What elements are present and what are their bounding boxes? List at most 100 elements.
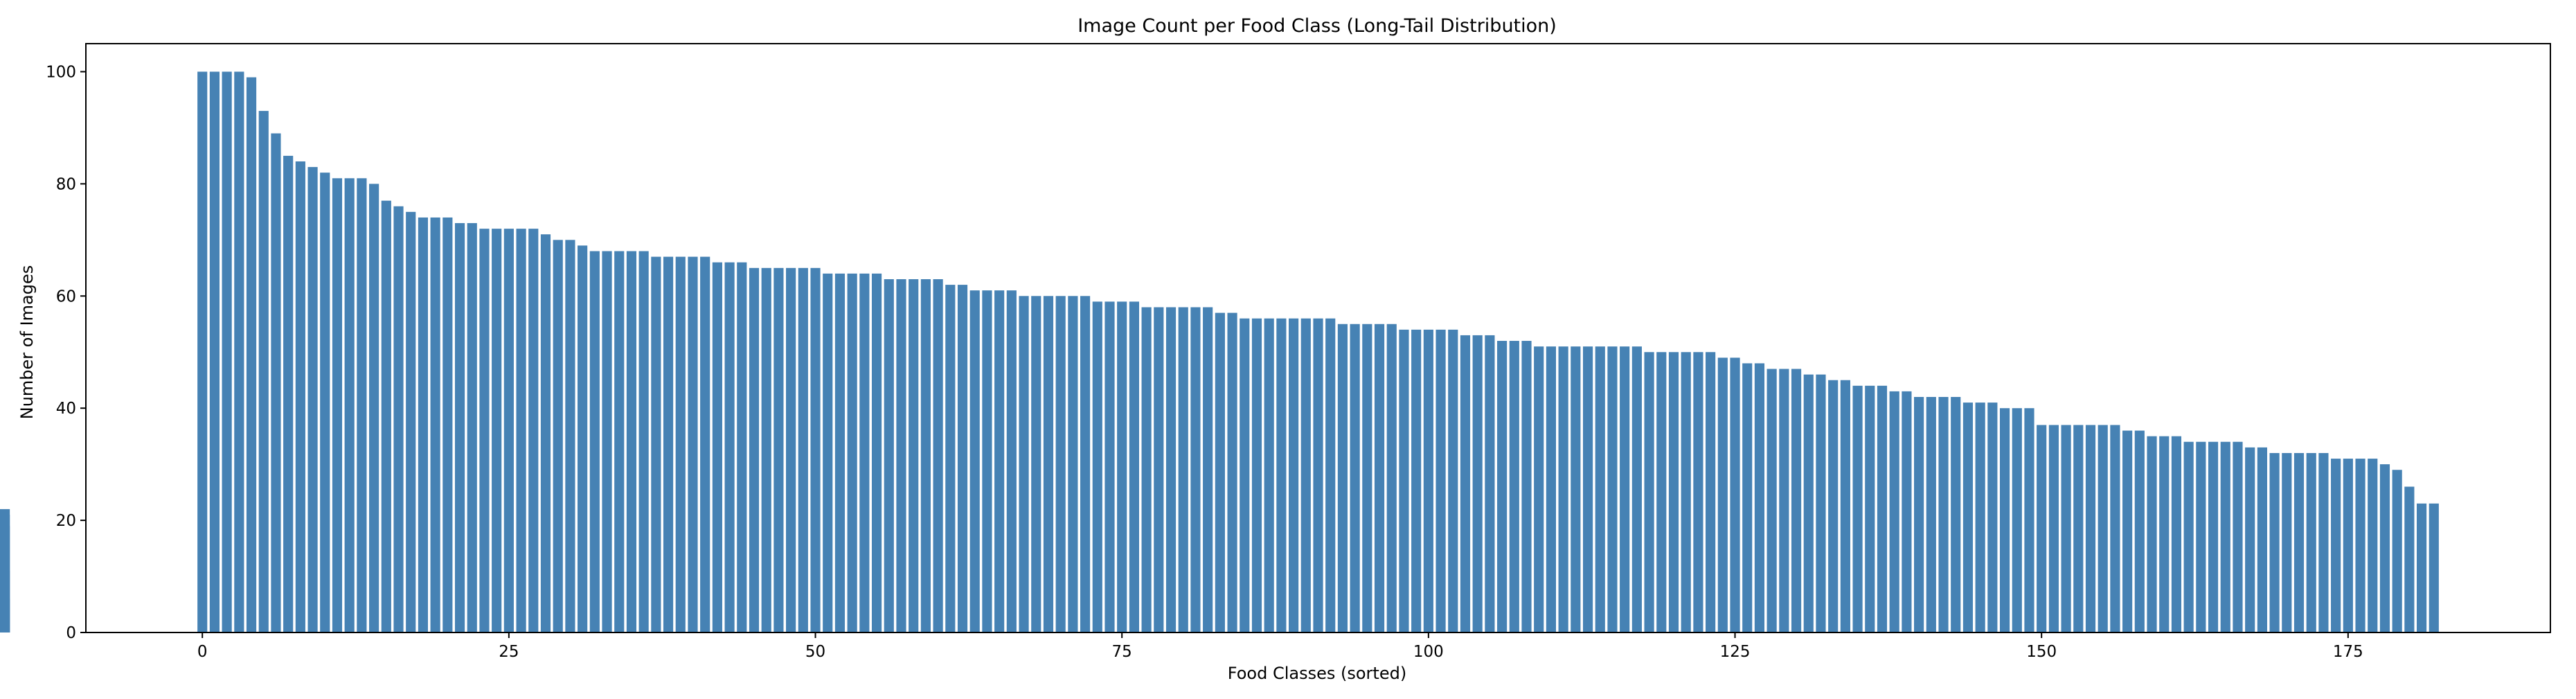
bar [406, 211, 416, 632]
bar [1190, 307, 1201, 632]
bar [0, 599, 10, 632]
bar [663, 256, 674, 632]
bar [1742, 363, 1753, 632]
bar [1325, 318, 1336, 632]
bar [2392, 470, 2402, 632]
bar [651, 256, 661, 632]
bar [2429, 503, 2439, 632]
bar [1962, 402, 1974, 632]
bar [884, 279, 894, 632]
bar [1914, 397, 1924, 632]
bar [1141, 307, 1152, 632]
bar [2048, 425, 2059, 632]
bars-group [0, 71, 2439, 633]
y-axis-ticks: 0 20 40 60 80 100 [46, 63, 86, 642]
bar [786, 267, 796, 632]
bar [1276, 318, 1287, 632]
bar [430, 217, 440, 632]
bar [1031, 296, 1041, 632]
bar [1289, 318, 1299, 632]
bar [578, 245, 588, 632]
x-tick-label: 175 [2333, 643, 2363, 661]
bar [2355, 459, 2365, 632]
bar [1350, 324, 1360, 632]
bar [2331, 459, 2341, 632]
bar [810, 267, 821, 632]
bar [1534, 346, 1544, 632]
bar [1178, 307, 1188, 632]
bar [503, 229, 514, 632]
bar [553, 240, 563, 633]
bar [2122, 430, 2133, 632]
bar [1766, 369, 1777, 632]
bar [933, 279, 943, 632]
bar [344, 178, 355, 632]
bar [1497, 341, 1508, 632]
bar [773, 267, 784, 632]
bar [1791, 369, 1802, 632]
bar [871, 273, 882, 632]
x-tick-label: 25 [499, 643, 519, 661]
bar [357, 178, 367, 632]
bar [2417, 503, 2427, 632]
bar [1362, 324, 1372, 632]
bar [1055, 296, 1066, 632]
bar [528, 229, 539, 632]
bar [1595, 346, 1605, 632]
bar [1264, 318, 1274, 632]
bar [1546, 346, 1557, 632]
bar [1644, 352, 1654, 632]
bar [1681, 352, 1691, 632]
bar [847, 273, 857, 632]
bar [1926, 397, 1936, 632]
bar [492, 229, 502, 632]
bar [1803, 374, 1814, 632]
x-tick-label: 125 [1720, 643, 1751, 661]
bar [2208, 441, 2219, 632]
bar [1043, 296, 1054, 632]
bar [2245, 447, 2255, 632]
bar [1938, 397, 1949, 632]
y-axis-label: Number of Images [17, 265, 37, 419]
bar [602, 251, 612, 632]
bar [2269, 452, 2280, 632]
bar [2220, 441, 2230, 632]
bar [2159, 436, 2170, 632]
bar [1865, 385, 1875, 632]
bar [1730, 357, 1740, 632]
plot-frame [85, 43, 2551, 633]
bar [2061, 425, 2071, 632]
bar [1582, 346, 1593, 632]
bar [271, 133, 281, 632]
x-axis-ticks: 0 25 50 75 100 125 150 175 [197, 632, 2363, 661]
bar [994, 290, 1005, 632]
bar [1215, 312, 1225, 632]
bar [1251, 318, 1262, 632]
bar [1620, 346, 1630, 632]
bar [1460, 335, 1471, 632]
bar [393, 206, 404, 632]
bar [2085, 425, 2096, 632]
bar [1374, 324, 1385, 632]
bar [2306, 452, 2316, 632]
bar [1571, 346, 1581, 632]
bar [749, 267, 760, 632]
bar [1607, 346, 1618, 632]
bar [320, 172, 330, 632]
bar [2368, 459, 2378, 632]
bar [1754, 363, 1765, 632]
bar [1631, 346, 1642, 632]
bar [1717, 357, 1728, 632]
bar [675, 256, 686, 632]
bar [1337, 324, 1348, 632]
bar [2098, 425, 2108, 632]
bar [712, 262, 722, 633]
bar [737, 262, 747, 633]
bar [418, 217, 429, 632]
bar [2233, 441, 2243, 632]
bar [1485, 335, 1495, 632]
y-tick-label: 0 [66, 624, 76, 642]
bar [467, 223, 477, 632]
